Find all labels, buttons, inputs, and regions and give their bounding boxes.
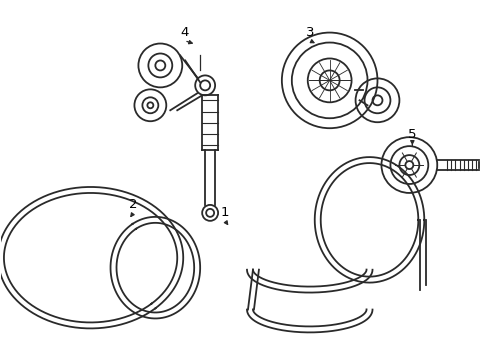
Text: 5: 5: [407, 128, 416, 141]
Text: 2: 2: [129, 198, 138, 211]
Text: 4: 4: [180, 26, 188, 39]
Text: 3: 3: [305, 26, 313, 39]
Text: 1: 1: [221, 206, 229, 219]
